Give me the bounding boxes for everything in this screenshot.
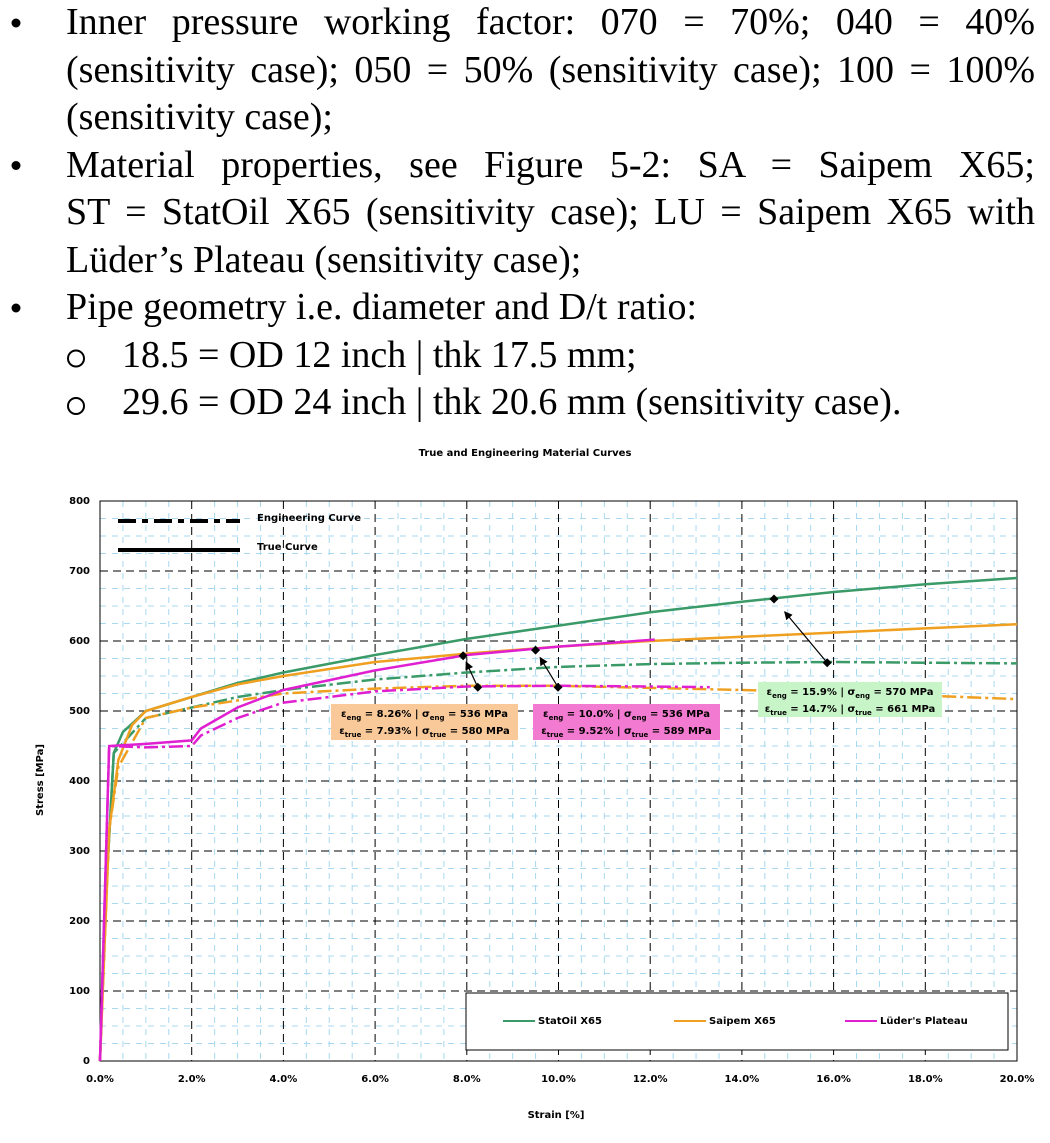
annotation-arrow — [465, 661, 479, 688]
annotation-text-part: = 10.0% | σ — [563, 709, 632, 720]
legend-label: Engineering Curve — [257, 513, 361, 524]
annotation-text-part: = 589 MPa — [648, 726, 711, 737]
annotation-text-part: = 14.7% | σ — [787, 704, 856, 715]
y-tick-label: 600 — [69, 636, 90, 647]
annotation-arrow — [784, 611, 828, 664]
annotation-text: εtrue = 14.7% | σtrue = 661 MPa — [765, 704, 936, 717]
annotation-text-part: eng — [430, 714, 445, 722]
annotation-box — [533, 704, 720, 740]
sub-bullet — [67, 349, 85, 368]
annotation-text-part: ε — [541, 726, 547, 737]
annotation-text-part: eng — [347, 714, 362, 722]
annotation-text-part: ε — [339, 726, 345, 737]
y-tick-label: 800 — [69, 496, 90, 507]
x-tick-label: 14.0% — [725, 1074, 760, 1085]
text-line: Material properties, see Figure 5-2: SA … — [66, 143, 1035, 186]
annotation-text-part: eng — [855, 692, 870, 700]
x-tick-label: 4.0% — [270, 1074, 298, 1085]
annotation-text: εeng = 8.26% | σeng = 536 MPa — [341, 709, 508, 722]
legend-label: StatOil X65 — [538, 1016, 602, 1027]
annotation-text-part: = 536 MPa — [445, 709, 508, 720]
x-tick-label: 16.0% — [816, 1074, 851, 1085]
annotation-box — [331, 704, 518, 740]
annotation-text-part: true — [855, 709, 872, 717]
annotation-text-part: true — [430, 731, 447, 739]
x-tick-label: 0.0% — [86, 1074, 114, 1085]
legend-label: True Curve — [257, 542, 318, 553]
text-line: ST = StatOil X65 (sensitivity case); LU … — [66, 191, 1035, 233]
annotation-text: εtrue = 7.93% | σtrue = 580 MPa — [339, 726, 510, 739]
y-tick-label: 500 — [69, 706, 90, 717]
x-tick-label: 20.0% — [1000, 1074, 1035, 1085]
annotation-text-part: ε — [767, 687, 773, 698]
annotation-text-part: ε — [341, 709, 347, 720]
annotation-text-part: true — [345, 731, 362, 739]
annotation-arrow — [539, 656, 559, 688]
text-line: Lüder’s Plateau (sensitivity case); — [66, 238, 582, 281]
annotation-text-part: true — [770, 709, 787, 717]
text-line: (sensitivity case); — [66, 96, 333, 138]
legend-label: Saipem X65 — [709, 1016, 776, 1027]
annotation-text: εeng = 10.0% | σeng = 536 MPa — [543, 709, 710, 722]
legend-label: Lüder's Plateau — [880, 1016, 968, 1027]
annotation-text-part: eng — [549, 714, 564, 722]
annotation-text-part: = 7.93% | σ — [361, 726, 430, 737]
x-tick-label: 18.0% — [908, 1074, 943, 1085]
annotation-text-part: true — [547, 731, 564, 739]
y-axis-title: Stress [MPa] — [35, 744, 46, 816]
bullet — [11, 161, 21, 170]
annotation-text-part: = 15.9% | σ — [787, 687, 856, 698]
annotation-text-part: true — [632, 731, 649, 739]
annotation-text-part: = 570 MPa — [870, 687, 933, 698]
bullet — [11, 303, 21, 313]
text-line: (sensitivity case); 050 = 50% (sensitivi… — [66, 48, 1035, 91]
annotation-point — [822, 658, 832, 668]
sub-bullet — [67, 397, 85, 415]
text-line: 18.5 = OD 12 inch | thk 17.5 mm; — [122, 333, 637, 376]
annotation-text: εeng = 15.9% | σeng = 570 MPa — [767, 687, 934, 700]
text-line: Inner pressure working factor: 070 = 70%… — [66, 1, 1035, 43]
y-tick-label: 300 — [69, 846, 90, 857]
x-tick-label: 6.0% — [361, 1074, 389, 1085]
legend-box — [465, 992, 1009, 1051]
annotation-point — [769, 594, 779, 604]
x-axis-title: Strain [%] — [528, 1110, 585, 1121]
annotation-text-part: = 536 MPa — [647, 709, 710, 720]
annotation-text-part: = 580 MPa — [446, 726, 509, 737]
annotation-text: εtrue = 9.52% | σtrue = 589 MPa — [541, 726, 712, 739]
text-line: 29.6 = OD 24 inch | thk 20.6 mm (sensiti… — [122, 381, 902, 423]
x-tick-label: 10.0% — [541, 1074, 576, 1085]
line — [98, 576, 1018, 1062]
annotation-text-part: eng — [772, 692, 787, 700]
chart-title: True and Engineering Material Curves — [419, 448, 632, 459]
annotation-text-part: = 661 MPa — [872, 704, 935, 715]
y-tick-label: 0 — [83, 1056, 90, 1067]
y-tick-label: 400 — [69, 776, 90, 787]
annotation-point — [553, 682, 563, 692]
annotation-point — [458, 651, 468, 661]
line — [98, 638, 655, 1062]
text-line: Pipe geometry i.e. diameter and D/t rati… — [66, 286, 698, 328]
y-tick-label: 700 — [69, 566, 90, 577]
annotation-text-part: ε — [543, 709, 549, 720]
x-tick-label: 8.0% — [453, 1074, 481, 1085]
line — [98, 622, 1018, 1062]
bullet — [11, 18, 21, 28]
annotation-point — [531, 645, 541, 655]
annotation-point — [473, 682, 483, 692]
line — [98, 684, 710, 1062]
y-tick-label: 200 — [69, 916, 90, 927]
annotation-box — [758, 682, 942, 717]
annotation-text-part: eng — [632, 714, 647, 722]
line — [98, 660, 1018, 1062]
x-tick-label: 2.0% — [178, 1074, 206, 1085]
plot-frame — [99, 500, 1018, 1062]
y-tick-label: 100 — [69, 986, 90, 997]
x-tick-label: 12.0% — [633, 1074, 668, 1085]
annotation-text-part: = 8.26% | σ — [361, 709, 430, 720]
annotation-text-part: = 9.52% | σ — [563, 726, 632, 737]
annotation-text-part: ε — [765, 704, 771, 715]
